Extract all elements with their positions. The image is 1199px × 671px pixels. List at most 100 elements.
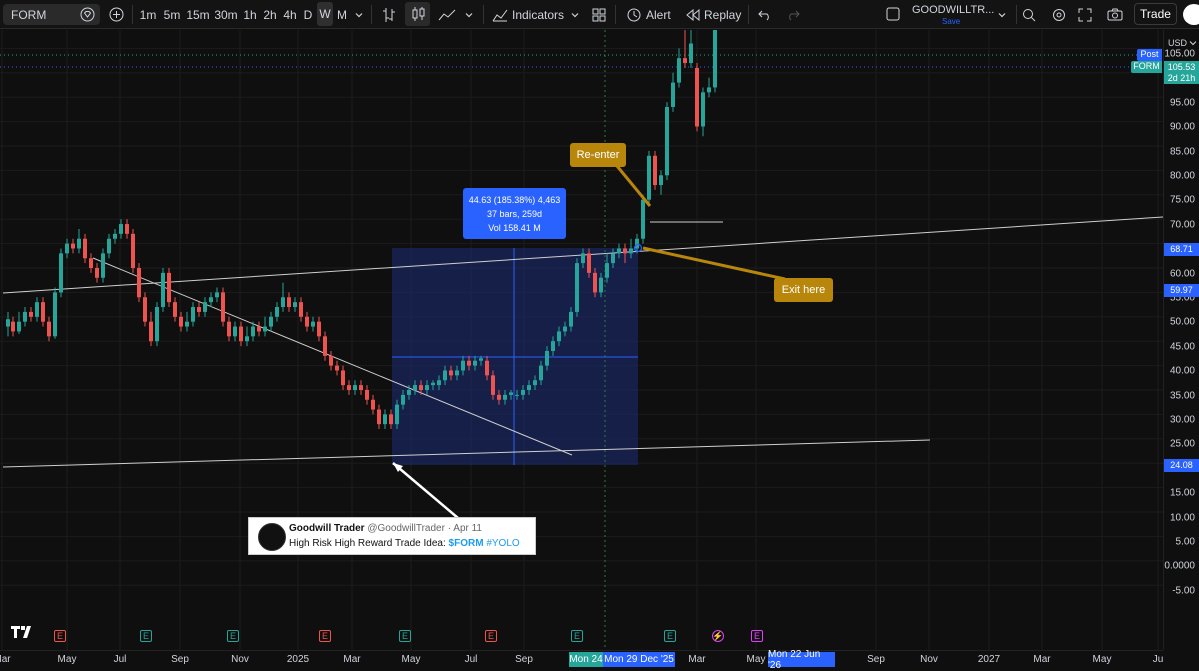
currency-label: USD — [1168, 38, 1188, 48]
tweet-arrow-line — [392, 462, 459, 519]
time-tick: Mar — [688, 654, 706, 665]
candle-body — [629, 248, 633, 254]
timeframe-4h[interactable]: 4h — [283, 7, 297, 22]
quick-search-icon[interactable] — [1020, 0, 1038, 29]
tweet-card[interactable]: Goodwill Trader @GoodwillTrader · Apr 11… — [248, 517, 536, 555]
candle-body — [59, 253, 63, 293]
candle-body — [677, 58, 681, 83]
timeframe-1h[interactable]: 1h — [243, 7, 257, 22]
time-tick: Sep — [867, 654, 885, 665]
line-chart-type-icon[interactable] — [436, 0, 458, 29]
publish-button[interactable] — [1183, 4, 1199, 25]
alert-clock-icon[interactable] — [624, 0, 644, 29]
timeframe-m[interactable]: M — [337, 7, 347, 22]
snapshot-camera-icon[interactable] — [1105, 0, 1125, 29]
chart-pane[interactable]: 44.63 (185.38%) 4,463 37 bars, 259d Vol … — [0, 30, 1163, 650]
candle-body — [377, 409, 381, 425]
timeframe-1m[interactable]: 1m — [139, 7, 157, 22]
candle-body — [239, 326, 243, 342]
candle-body — [533, 380, 537, 386]
replay-icon[interactable] — [684, 0, 702, 29]
earnings-event-icon[interactable]: E — [485, 630, 497, 642]
price-axis[interactable]: USD 105.00100.0095.0090.0085.0080.0075.0… — [1163, 30, 1199, 650]
timeframe-dropdown-icon[interactable] — [352, 0, 366, 29]
price-tick: 30.00 — [1169, 414, 1195, 426]
candle-body — [245, 336, 249, 342]
candle-body — [77, 238, 81, 249]
candle-body — [167, 272, 171, 303]
price-tick: 0.0000 — [1164, 560, 1195, 572]
candle-body — [611, 253, 615, 264]
timeframe-d[interactable]: D — [303, 7, 313, 22]
tweet-cashtag[interactable]: $FORM — [448, 538, 484, 549]
currency-select[interactable]: USD — [1168, 36, 1196, 50]
symbol-search[interactable]: FORM — [3, 4, 100, 25]
candle-body — [425, 385, 429, 390]
candle-body — [353, 385, 357, 390]
add-symbol-icon[interactable] — [106, 0, 126, 29]
redo-icon[interactable] — [784, 0, 802, 29]
candle-body — [605, 263, 609, 278]
undo-icon[interactable] — [756, 0, 774, 29]
candle-body — [365, 390, 369, 400]
exit-callout[interactable]: Exit here — [774, 278, 833, 302]
earnings-event-icon[interactable]: E — [571, 630, 583, 642]
bar-chart-type-icon[interactable] — [380, 0, 398, 29]
candle-body — [203, 302, 207, 312]
candle-body — [617, 248, 621, 254]
reenter-callout[interactable]: Re-enter — [570, 143, 626, 167]
layout-dropdown-icon[interactable] — [997, 10, 1007, 20]
earnings-event-icon[interactable]: E — [140, 630, 152, 642]
bar-countdown: 2d 21h — [1167, 72, 1196, 83]
timeframe-w[interactable]: W — [317, 2, 333, 26]
layouts-grid-icon[interactable] — [590, 0, 608, 29]
candle-body — [635, 238, 639, 249]
tweet-hashtag[interactable]: #YOLO — [486, 538, 520, 549]
time-tick: Jul — [464, 654, 478, 665]
indicators-icon[interactable] — [490, 0, 510, 29]
dividend-lightning-icon[interactable]: ⚡ — [712, 630, 724, 642]
price-tick: 10.00 — [1169, 512, 1195, 524]
price-chart[interactable] — [0, 30, 1163, 650]
candle-chart-type-icon[interactable] — [405, 2, 430, 26]
candle-body — [35, 302, 39, 317]
diamond-icon[interactable] — [80, 7, 95, 22]
earnings-event-icon[interactable]: E — [227, 630, 239, 642]
candle-body — [305, 316, 309, 327]
candle-body — [53, 292, 57, 337]
chart-type-dropdown-icon[interactable] — [462, 0, 476, 29]
fullscreen-icon[interactable] — [1076, 0, 1094, 29]
measure-volume: Vol 158.41 M — [488, 222, 541, 233]
last-price: 105.53 — [1167, 61, 1196, 72]
time-tick: 2027 — [977, 654, 1001, 665]
price-tick: 45.00 — [1169, 341, 1195, 353]
trade-button[interactable]: Trade — [1134, 3, 1177, 25]
timeframe-30m[interactable]: 30m — [214, 7, 238, 22]
earnings-event-icon[interactable]: E — [319, 630, 331, 642]
time-tick: May — [1092, 654, 1112, 665]
settings-gear-icon[interactable] — [1050, 0, 1068, 29]
measure-info-box[interactable]: 44.63 (185.38%) 4,463 37 bars, 259d Vol … — [463, 188, 566, 239]
alert-button[interactable]: Alert — [646, 7, 671, 22]
layout-save[interactable]: GOODWILLTR... Save — [884, 2, 1012, 27]
price-tick: 80.00 — [1169, 170, 1195, 182]
indicators-dropdown-icon[interactable] — [568, 0, 582, 29]
timeframe-2h[interactable]: 2h — [263, 7, 277, 22]
timeframe-15m[interactable]: 15m — [186, 7, 210, 22]
indicators-button[interactable]: Indicators — [512, 7, 565, 22]
replay-button[interactable]: Replay — [704, 7, 742, 22]
candle-body — [527, 385, 531, 390]
candle-body — [293, 302, 297, 308]
candle-body — [413, 385, 417, 390]
candle-body — [467, 360, 471, 366]
time-tick: May — [401, 654, 421, 665]
earnings-event-icon[interactable]: E — [664, 630, 676, 642]
earnings-event-icon[interactable]: E — [399, 630, 411, 642]
earnings-event-icon[interactable]: E — [751, 630, 763, 642]
candle-body — [269, 316, 273, 327]
last-price-badge: 105.53 2d 21h — [1164, 61, 1199, 84]
time-tick: Ju — [1152, 654, 1164, 665]
timeframe-5m[interactable]: 5m — [163, 7, 181, 22]
earnings-event-icon[interactable]: E — [54, 630, 66, 642]
measure-bars: 37 bars, 259d — [486, 208, 543, 219]
